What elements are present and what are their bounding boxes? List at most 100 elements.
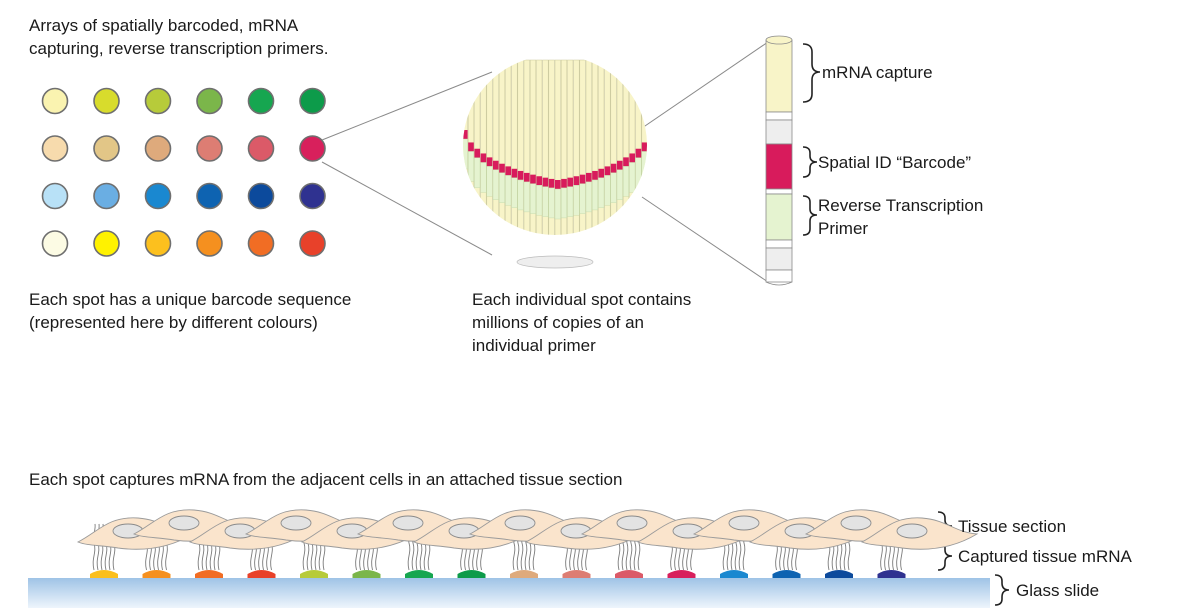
primer-column-rt	[492, 169, 499, 200]
slide-spot	[300, 570, 328, 578]
primer-column-rt	[635, 157, 642, 188]
slide-spot	[667, 570, 696, 578]
spot-array	[41, 87, 326, 257]
primer-column	[529, 59, 537, 235]
array-spot	[93, 230, 120, 257]
tissue-cells	[76, 509, 979, 550]
primer-column	[498, 59, 506, 235]
array-spot	[299, 230, 326, 257]
slide-spot	[772, 570, 801, 578]
primer-strand-segment	[765, 269, 793, 283]
primer-column-barcode	[480, 153, 487, 163]
primer-column-barcode	[573, 176, 580, 186]
primer-column-barcode	[592, 170, 598, 180]
primer-column-rt	[641, 151, 647, 182]
cell-nucleus	[784, 523, 816, 539]
primer-column-barcode	[635, 148, 642, 158]
primer-column-rt	[567, 186, 574, 217]
primer-column	[517, 59, 524, 235]
primer-column-barcode	[561, 178, 567, 188]
primer-column-barcode	[499, 163, 505, 173]
primer-column-barcode	[463, 130, 468, 139]
primer-column-rt	[486, 166, 493, 197]
captured-mrna-label: Captured tissue mRNA	[958, 547, 1132, 566]
array-spot	[299, 87, 326, 115]
primer-disc-base	[516, 255, 594, 269]
spatial-id-label: Spatial ID “Barcode”	[818, 153, 972, 172]
primer-column	[536, 59, 543, 235]
cell-nucleus	[336, 523, 368, 539]
primer-strand-segment	[765, 247, 793, 271]
primer-column-rt	[505, 175, 512, 206]
primer-strand-segment	[765, 119, 793, 145]
array-spot	[144, 87, 172, 115]
slide-spot	[90, 570, 118, 578]
cell-nucleus	[112, 523, 144, 539]
primer-column-barcode	[517, 170, 524, 180]
array-spot	[41, 182, 69, 210]
primer-column-rt	[463, 138, 468, 170]
primer-column-barcode	[567, 177, 573, 187]
slide-spot	[142, 570, 171, 578]
primer-caption: Each individual spot contains millions o…	[472, 290, 692, 355]
primer-column-rt	[542, 186, 549, 217]
primer-column-barcode	[486, 157, 493, 167]
primer-strand	[765, 35, 793, 286]
array-spot	[144, 135, 172, 162]
array-spot	[93, 182, 120, 210]
primer-column	[610, 59, 617, 235]
mrna-strand	[92, 523, 96, 571]
slide-spot	[195, 570, 223, 578]
primer-column-barcode	[641, 142, 647, 152]
array-spot	[196, 87, 223, 115]
primer-column-rt	[499, 172, 506, 203]
primer-column-barcode	[542, 177, 549, 187]
array-spot	[41, 135, 69, 162]
cell-nucleus	[560, 523, 592, 539]
primer-disc	[463, 59, 647, 269]
tissue-title: Each spot captures mRNA from the adjacen…	[29, 470, 623, 489]
primer-column-barcode	[548, 178, 555, 188]
primer-column-rt	[573, 185, 580, 216]
cell-nucleus	[168, 515, 200, 531]
array-spot	[93, 87, 120, 115]
primer-column	[492, 59, 499, 235]
array-spot	[247, 135, 275, 162]
primer-column-barcode	[629, 153, 635, 163]
slide-spots	[90, 570, 906, 578]
primer-column-barcode	[468, 142, 474, 152]
primer-strand-segment	[765, 193, 793, 241]
primer-columns	[463, 59, 647, 235]
primer-column-barcode	[610, 163, 617, 173]
primer-column-rt	[554, 188, 561, 220]
slide-spot	[720, 570, 748, 578]
array-spot	[247, 230, 275, 257]
cell-nucleus	[728, 515, 760, 531]
primer-column-rt	[511, 177, 518, 208]
primer-column	[604, 59, 611, 235]
slide-spot	[615, 570, 643, 578]
cell-nucleus	[392, 515, 424, 531]
primer-column-rt	[592, 179, 599, 211]
primer-column-barcode	[530, 174, 536, 184]
array-spot	[196, 230, 223, 257]
tissue-section-label: Tissue section	[958, 517, 1067, 536]
primer-column	[511, 59, 518, 235]
primer-strand-bottom	[765, 281, 793, 286]
primer-column-rt	[585, 181, 592, 213]
primer-column	[542, 59, 549, 235]
array-spot	[196, 135, 223, 162]
slide-spot	[825, 570, 853, 578]
primer-column-barcode	[524, 172, 530, 182]
brace-mrna-capture	[802, 43, 821, 103]
brace-rt-primer	[802, 195, 818, 236]
array-spot	[299, 182, 326, 210]
cell-nucleus	[672, 523, 704, 539]
primer-strand-top	[765, 35, 793, 45]
primer-column	[567, 59, 574, 235]
array-title: Arrays of spatially barcoded, mRNA captu…	[29, 16, 329, 58]
primer-strand-segment	[765, 188, 793, 195]
zoom-lines	[321, 41, 769, 283]
primer-column-barcode	[623, 157, 629, 167]
slide-spot	[510, 570, 538, 578]
